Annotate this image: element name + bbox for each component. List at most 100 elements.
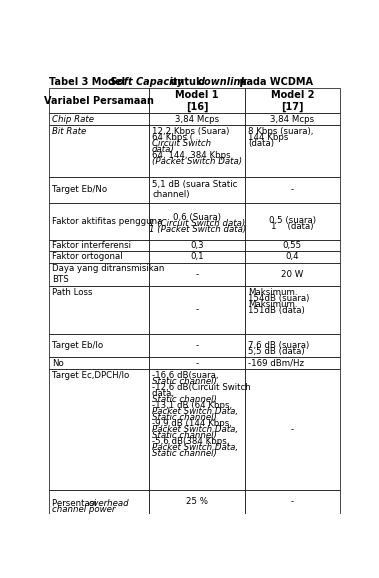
Bar	[49, 334, 149, 357]
Text: downlink: downlink	[197, 77, 247, 87]
Bar	[149, 239, 245, 251]
Bar	[245, 202, 340, 239]
Text: Daya yang ditransmisikan
BTS: Daya yang ditransmisikan BTS	[52, 265, 164, 284]
Bar	[49, 177, 149, 202]
Text: 0,6 (Suara): 0,6 (Suara)	[173, 213, 221, 222]
Text: 25 %: 25 %	[186, 498, 208, 506]
Text: Target Eb/No: Target Eb/No	[52, 186, 107, 194]
Text: -: -	[196, 306, 199, 314]
Bar	[245, 334, 340, 357]
Text: Packet Switch Data,: Packet Switch Data,	[152, 443, 238, 452]
Text: 1 (Circuit Switch data): 1 (Circuit Switch data)	[149, 219, 245, 228]
Text: No: No	[52, 359, 64, 368]
Text: 3,84 Mcps: 3,84 Mcps	[270, 115, 315, 124]
Bar	[49, 88, 149, 113]
Bar	[49, 202, 149, 239]
Bar	[149, 357, 245, 369]
Text: Faktor aktifitas pengguna: Faktor aktifitas pengguna	[52, 217, 162, 225]
Text: 64, 144, 384 Kbps: 64, 144, 384 Kbps	[152, 151, 231, 160]
Text: channel power: channel power	[52, 505, 115, 514]
Bar	[245, 262, 340, 286]
Bar	[149, 88, 245, 113]
Bar	[149, 202, 245, 239]
Bar	[49, 125, 149, 177]
Bar	[245, 286, 340, 334]
Text: Circuit Switch: Circuit Switch	[152, 139, 211, 148]
Bar	[49, 490, 149, 513]
Bar	[149, 369, 245, 490]
Text: 5,5 dB (data): 5,5 dB (data)	[248, 347, 305, 356]
Bar	[149, 113, 245, 125]
Text: -: -	[196, 342, 199, 350]
Text: 7,6 dB (suara): 7,6 dB (suara)	[248, 341, 309, 350]
Bar	[149, 262, 245, 286]
Bar	[149, 286, 245, 334]
Text: Soft Capacity: Soft Capacity	[110, 77, 184, 87]
Text: 0,5 (suara): 0,5 (suara)	[269, 216, 316, 225]
Text: 20 W: 20 W	[281, 270, 304, 279]
Bar	[49, 251, 149, 262]
Bar	[49, 357, 149, 369]
Text: data): data)	[152, 145, 175, 154]
Text: 0,3: 0,3	[190, 241, 204, 250]
Bar	[245, 113, 340, 125]
Bar	[149, 177, 245, 202]
Text: untuk: untuk	[168, 77, 207, 87]
Text: Target Ec,DPCH/Io: Target Ec,DPCH/Io	[52, 371, 129, 380]
Bar	[245, 239, 340, 251]
Text: 144 Kbps: 144 Kbps	[248, 134, 288, 142]
Text: Bit Rate: Bit Rate	[52, 127, 86, 136]
Bar	[149, 251, 245, 262]
Text: Model 1
[16]: Model 1 [16]	[175, 90, 219, 112]
Bar	[49, 286, 149, 334]
Text: Tabel 3 Model: Tabel 3 Model	[49, 77, 128, 87]
Text: Maksimum.: Maksimum.	[248, 288, 298, 297]
Text: Packet Switch Data,: Packet Switch Data,	[152, 425, 238, 434]
Text: 151dB (data): 151dB (data)	[248, 306, 305, 315]
Text: Maksimum.: Maksimum.	[248, 300, 298, 309]
Text: 1 (Packet Switch data): 1 (Packet Switch data)	[149, 225, 246, 234]
Text: Static channel): Static channel)	[152, 431, 217, 440]
Text: 1    (data): 1 (data)	[271, 222, 314, 231]
Bar	[245, 88, 340, 113]
Text: Faktor interferensi: Faktor interferensi	[52, 241, 131, 250]
Text: pada WCDMA: pada WCDMA	[236, 77, 313, 87]
Text: -: -	[196, 270, 199, 279]
Text: Persentasi: Persentasi	[52, 499, 99, 507]
Text: -: -	[291, 498, 294, 506]
Text: -: -	[291, 425, 294, 434]
Text: Chip Rate: Chip Rate	[52, 115, 94, 124]
Text: Packet Switch Data,: Packet Switch Data,	[152, 407, 238, 416]
Text: 0,1: 0,1	[190, 253, 204, 261]
Bar	[245, 357, 340, 369]
Text: -12,6 dB(Circuit Switch: -12,6 dB(Circuit Switch	[152, 383, 251, 392]
Bar	[245, 251, 340, 262]
Text: Target Eb/Io: Target Eb/Io	[52, 342, 103, 350]
Bar	[245, 369, 340, 490]
Bar	[49, 113, 149, 125]
Bar	[149, 334, 245, 357]
Text: Path Loss: Path Loss	[52, 288, 92, 297]
Text: 64 Kbps (: 64 Kbps (	[152, 134, 193, 142]
Text: -: -	[196, 359, 199, 368]
Text: overhead: overhead	[88, 499, 129, 507]
Text: (Packet Switch Data): (Packet Switch Data)	[152, 157, 242, 166]
Bar	[245, 125, 340, 177]
Text: -169 dBm/Hz: -169 dBm/Hz	[248, 359, 304, 368]
Text: 3,84 Mcps: 3,84 Mcps	[175, 115, 219, 124]
Text: data,: data,	[152, 389, 177, 398]
Text: 8 Kbps (suara),: 8 Kbps (suara),	[248, 127, 313, 136]
Text: -: -	[291, 186, 294, 194]
Bar	[149, 490, 245, 513]
Text: 154dB (suara): 154dB (suara)	[248, 294, 309, 303]
Bar	[49, 239, 149, 251]
Text: (data): (data)	[248, 139, 274, 148]
Bar	[49, 369, 149, 490]
Text: 0,4: 0,4	[285, 253, 299, 261]
Text: Static channel): Static channel)	[152, 395, 217, 404]
Text: 0,55: 0,55	[283, 241, 302, 250]
Text: Variabel Persamaan: Variabel Persamaan	[44, 96, 154, 106]
Text: -5,6 dB(384 Kbps,: -5,6 dB(384 Kbps,	[152, 437, 229, 446]
Text: 12,2 Kbps (Suara): 12,2 Kbps (Suara)	[152, 127, 229, 136]
Text: -13,1 dB (64 Kbps,: -13,1 dB (64 Kbps,	[152, 401, 232, 410]
